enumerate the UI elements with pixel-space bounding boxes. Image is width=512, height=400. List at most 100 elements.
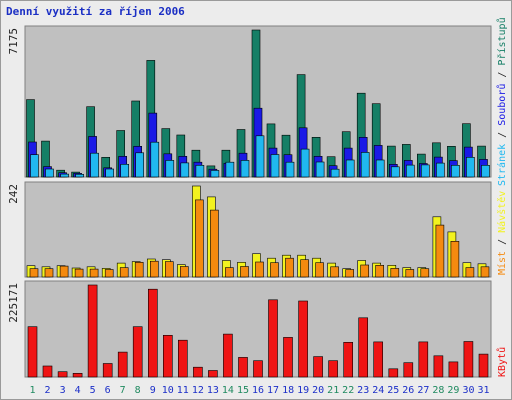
x-tick-label-29: 29 bbox=[447, 385, 459, 396]
bar-visits-Míst-21 bbox=[330, 266, 339, 278]
bar-visits-Míst-19 bbox=[300, 259, 309, 278]
bar-usage-Stránek-7 bbox=[120, 164, 129, 178]
y-max-label-usage: 7175 bbox=[7, 28, 20, 55]
x-tick-label-5: 5 bbox=[90, 385, 96, 396]
x-tick-label-7: 7 bbox=[120, 385, 126, 396]
bar-usage-Stránek-31 bbox=[481, 165, 490, 178]
x-tick-label-22: 22 bbox=[342, 385, 354, 396]
bar-kbytes-KBytů-25 bbox=[388, 368, 399, 378]
bar-usage-Stránek-29 bbox=[451, 165, 460, 178]
bar-usage-Stránek-11 bbox=[180, 162, 190, 178]
x-tick-label-1: 1 bbox=[29, 385, 35, 396]
x-tick-label-3: 3 bbox=[60, 385, 66, 396]
bar-kbytes-KBytů-24 bbox=[373, 341, 384, 378]
bar-visits-Míst-30 bbox=[465, 267, 475, 278]
x-tick-label-4: 4 bbox=[75, 385, 81, 396]
bar-usage-Stránek-19 bbox=[300, 148, 310, 178]
bar-usage-Stránek-10 bbox=[165, 160, 175, 178]
bar-visits-Míst-11 bbox=[180, 266, 189, 278]
legend-visits: Míst / Návštěv bbox=[496, 191, 508, 275]
bar-kbytes-KBytů-7 bbox=[117, 351, 128, 378]
bar-usage-Stránek-21 bbox=[330, 168, 340, 178]
bar-kbytes-KBytů-6 bbox=[102, 363, 113, 378]
bar-kbytes-KBytů-2 bbox=[42, 365, 53, 378]
bar-kbytes-KBytů-29 bbox=[448, 361, 459, 378]
bar-usage-Stránek-27 bbox=[420, 164, 430, 178]
bar-kbytes-KBytů-21 bbox=[328, 360, 338, 378]
bar-visits-Míst-8 bbox=[134, 261, 144, 278]
bar-visits-Míst-9 bbox=[150, 260, 159, 278]
bar-usage-Stránek-1 bbox=[30, 154, 39, 178]
bar-visits-Míst-23 bbox=[360, 264, 370, 278]
bar-usage-Stránek-5 bbox=[90, 152, 99, 178]
bar-usage-Stránek-16 bbox=[255, 135, 265, 178]
bar-usage-Stránek-17 bbox=[270, 154, 280, 178]
x-tick-label-13: 13 bbox=[207, 385, 219, 396]
bar-usage-Stránek-22 bbox=[345, 159, 355, 178]
bar-visits-Míst-12 bbox=[195, 199, 204, 278]
bar-visits-Míst-10 bbox=[165, 261, 174, 278]
bar-visits-Míst-2 bbox=[44, 268, 54, 278]
bar-visits-Míst-17 bbox=[270, 262, 279, 278]
x-tick-label-26: 26 bbox=[402, 385, 414, 396]
x-tick-label-15: 15 bbox=[237, 385, 249, 396]
bar-visits-Míst-7 bbox=[119, 267, 129, 278]
bar-visits-Míst-16 bbox=[255, 261, 264, 278]
bar-usage-Stránek-28 bbox=[436, 162, 445, 178]
x-tick-label-18: 18 bbox=[282, 385, 294, 396]
bar-kbytes-KBytů-5 bbox=[87, 284, 98, 378]
bar-kbytes-KBytů-27 bbox=[418, 341, 429, 378]
bar-visits-Míst-24 bbox=[375, 264, 385, 278]
bar-usage-Stránek-15 bbox=[240, 160, 250, 178]
bar-kbytes-KBytů-22 bbox=[343, 341, 354, 378]
x-tick-label-2: 2 bbox=[44, 385, 50, 396]
bar-kbytes-KBytů-9 bbox=[148, 288, 158, 378]
bar-kbytes-KBytů-10 bbox=[163, 334, 173, 378]
y-max-label-kbytes: 225171 bbox=[7, 283, 20, 323]
x-tick-label-27: 27 bbox=[417, 385, 429, 396]
bar-kbytes-KBytů-8 bbox=[132, 326, 143, 378]
bar-visits-Míst-14 bbox=[225, 267, 234, 278]
bar-usage-Stránek-14 bbox=[225, 161, 235, 178]
bar-usage-Stránek-23 bbox=[360, 152, 370, 178]
bar-kbytes-KBytů-4 bbox=[72, 372, 83, 378]
x-tick-label-25: 25 bbox=[387, 385, 399, 396]
x-tick-label-21: 21 bbox=[327, 385, 339, 396]
bar-visits-Míst-3 bbox=[59, 265, 69, 278]
bar-usage-Stránek-12 bbox=[195, 165, 205, 178]
x-tick-label-11: 11 bbox=[177, 385, 189, 396]
bar-usage-Stránek-13 bbox=[210, 170, 220, 178]
bar-visits-Míst-31 bbox=[480, 266, 490, 278]
bar-kbytes-KBytů-30 bbox=[463, 341, 474, 378]
bar-kbytes-KBytů-3 bbox=[57, 371, 68, 378]
bar-usage-Stránek-6 bbox=[105, 168, 114, 178]
bar-kbytes-KBytů-18 bbox=[283, 337, 293, 378]
bar-kbytes-KBytů-17 bbox=[268, 299, 278, 378]
x-tick-label-30: 30 bbox=[462, 385, 474, 396]
x-tick-label-9: 9 bbox=[150, 385, 156, 396]
x-tick-label-14: 14 bbox=[222, 385, 234, 396]
x-tick-label-6: 6 bbox=[105, 385, 111, 396]
bar-kbytes-KBytů-31 bbox=[478, 353, 489, 378]
bar-kbytes-KBytů-1 bbox=[27, 326, 38, 378]
bar-usage-Stránek-20 bbox=[315, 161, 325, 178]
bar-usage-Stránek-30 bbox=[466, 157, 475, 178]
x-tick-label-31: 31 bbox=[477, 385, 489, 396]
x-tick-label-24: 24 bbox=[372, 385, 384, 396]
bar-kbytes-KBytů-11 bbox=[178, 339, 188, 378]
bar-kbytes-KBytů-20 bbox=[313, 356, 323, 378]
bar-visits-Míst-27 bbox=[420, 268, 430, 278]
x-tick-label-10: 10 bbox=[162, 385, 174, 396]
bar-usage-Stránek-18 bbox=[285, 161, 295, 178]
bar-usage-Stránek-24 bbox=[375, 159, 385, 178]
bar-visits-Míst-13 bbox=[210, 209, 219, 278]
bar-usage-Stránek-4 bbox=[75, 174, 84, 178]
bar-visits-Míst-6 bbox=[104, 269, 114, 278]
y-max-label-visits: 242 bbox=[7, 184, 20, 204]
bar-usage-Stránek-26 bbox=[405, 164, 415, 178]
x-tick-label-20: 20 bbox=[312, 385, 324, 396]
bar-usage-Stránek-25 bbox=[390, 166, 400, 178]
bar-visits-Míst-22 bbox=[345, 269, 355, 278]
legend-kbytes: KBytů bbox=[496, 347, 508, 377]
